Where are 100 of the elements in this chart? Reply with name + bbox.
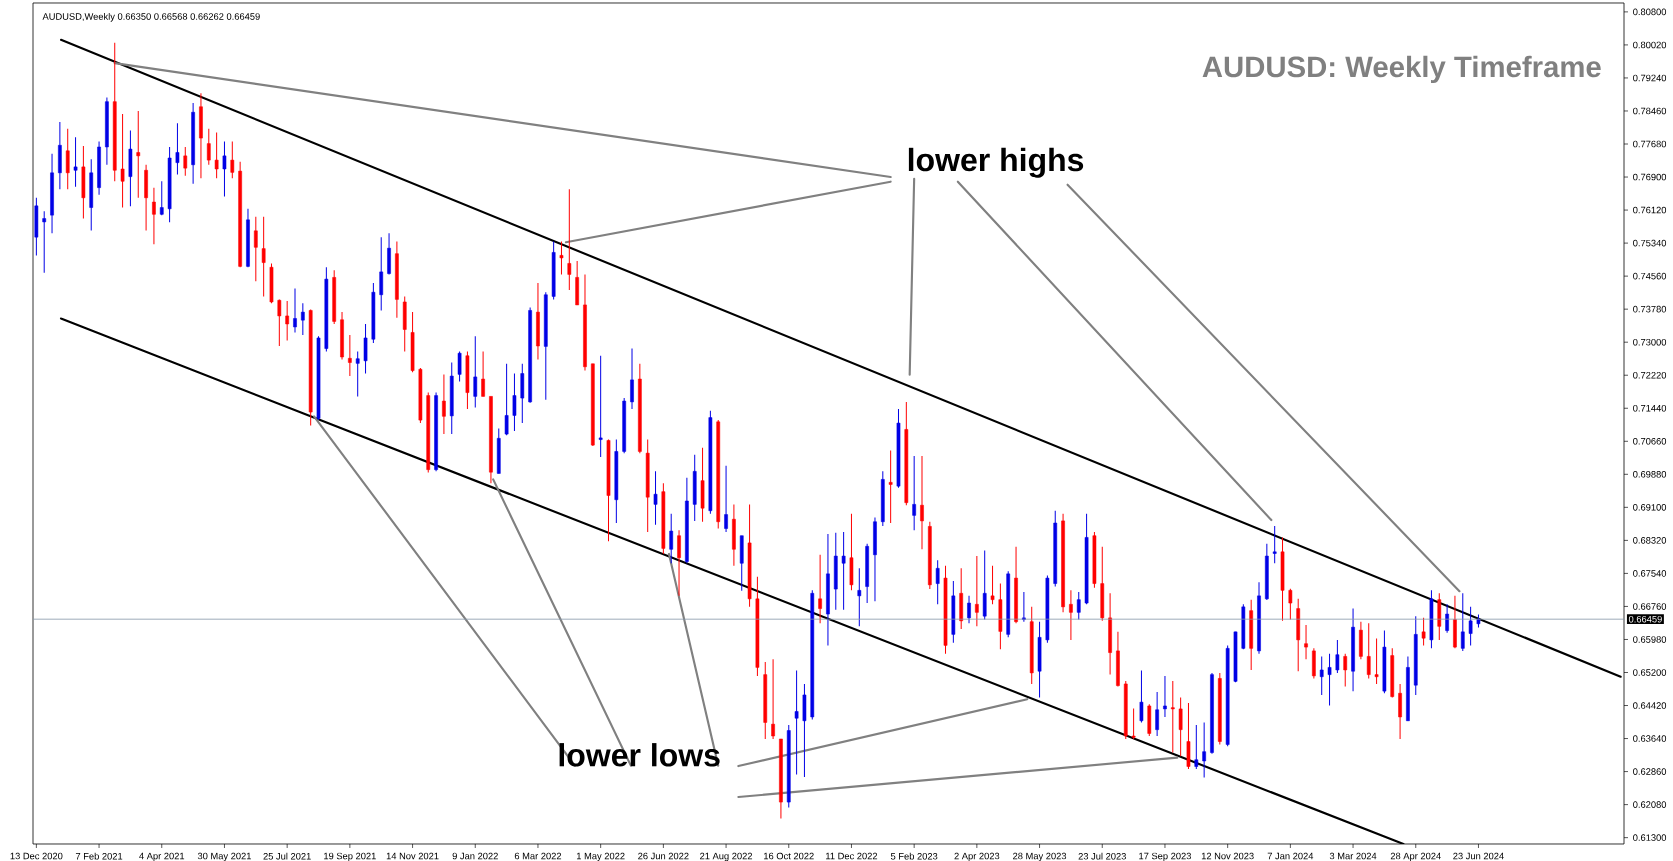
candlestick <box>1272 525 1277 564</box>
candlestick <box>136 110 141 199</box>
x-tick-label: 30 May 2021 <box>197 852 251 861</box>
candlestick <box>159 180 164 216</box>
candlestick <box>1398 683 1402 740</box>
x-tick-label: 4 Apr 2021 <box>139 852 185 861</box>
y-tick-label: 0.66760 <box>1633 603 1667 610</box>
x-tick-label: 9 Jan 2022 <box>452 852 498 860</box>
annotation: lower lows <box>559 743 720 767</box>
candlestick <box>567 188 572 291</box>
candlestick <box>857 567 862 627</box>
x-tick-label: 21 Aug 2022 <box>700 852 753 861</box>
x-tick-label: 25 Jul 2021 <box>263 852 311 860</box>
y-tick-label: 0.76120 <box>1633 206 1667 214</box>
candlestick <box>442 373 446 435</box>
candlestick <box>512 373 517 432</box>
candlestick <box>1366 622 1371 679</box>
candlestick <box>818 554 822 624</box>
x-tick-label: 28 May 2023 <box>1013 852 1067 861</box>
y-tick-label: 0.69100 <box>1633 504 1667 511</box>
candlestick <box>473 335 478 408</box>
candlestick <box>1421 617 1426 646</box>
x-tick-label: 13 Dec 2020 <box>10 852 63 860</box>
y-tick-label: 0.80020 <box>1633 41 1667 49</box>
text: AUDUSD: Weekly Timeframe <box>1202 55 1601 84</box>
y-tick-label: 0.76900 <box>1633 173 1667 181</box>
x-tick-label: 23 Jul 2023 <box>1078 852 1126 860</box>
annotation: lower highs <box>908 147 1084 178</box>
candlestick <box>677 529 681 597</box>
candlestick <box>1131 707 1136 740</box>
candlestick <box>1445 603 1449 634</box>
candlestick <box>42 210 47 274</box>
candlestick <box>348 334 352 377</box>
candlestick <box>261 216 266 297</box>
candlestick <box>559 240 564 275</box>
x-tick-label: 23 Jun 2024 <box>1453 852 1504 860</box>
candlestick <box>1155 691 1159 737</box>
candlestick <box>1468 606 1473 646</box>
x-tick-label: 7 Feb 2021 <box>75 852 123 860</box>
y-tick-label: 0.64420 <box>1633 702 1667 709</box>
x-tick-label: 5 Feb 2023 <box>890 852 938 860</box>
candlestick <box>363 323 368 375</box>
y-tick-label: 0.65980 <box>1633 636 1667 643</box>
candlestick <box>481 351 485 397</box>
candlestick <box>120 113 125 209</box>
candlestick <box>1076 591 1081 621</box>
ref-line-label: 0.66459 <box>1628 615 1662 623</box>
candlestick <box>724 465 728 533</box>
y-tick-label: 0.63640 <box>1633 735 1667 742</box>
candlestick <box>1304 624 1308 660</box>
candlestick <box>888 450 893 524</box>
candlestick <box>975 555 979 627</box>
candlestick <box>504 363 509 436</box>
x-tick-label: 6 Mar 2022 <box>514 852 562 860</box>
candlestick <box>920 455 924 550</box>
y-tick-label: 0.75340 <box>1633 239 1667 247</box>
candlestick <box>1335 639 1340 674</box>
candlestick <box>1139 669 1144 723</box>
candlestick <box>1022 591 1026 623</box>
candlestick <box>214 132 219 179</box>
y-tick-label: 0.69880 <box>1633 471 1667 478</box>
x-tick-label: 26 Jun 2022 <box>638 852 689 860</box>
y-tick-label: 0.78460 <box>1633 107 1667 115</box>
candlestick <box>379 236 384 311</box>
candlestick <box>183 146 188 177</box>
candlestick <box>293 287 297 333</box>
candlestick <box>841 531 846 611</box>
x-tick-label: 17 Sep 2023 <box>1139 852 1191 861</box>
y-tick-label: 0.68320 <box>1633 537 1667 544</box>
candlestick <box>73 136 78 188</box>
candlestick <box>669 513 674 564</box>
candlestick <box>967 595 971 624</box>
candlestick <box>771 658 775 740</box>
x-tick-label: 28 Apr 2024 <box>1390 852 1441 861</box>
candlestick <box>355 351 360 397</box>
candlestick <box>301 302 305 336</box>
x-tick-label: 3 Mar 2024 <box>1329 852 1377 860</box>
candlestick <box>285 300 289 341</box>
candlestick <box>1319 655 1324 696</box>
candlestick <box>598 355 603 458</box>
x-tick-label: 14 Nov 2021 <box>386 852 439 860</box>
y-tick-label: 0.73000 <box>1633 338 1667 346</box>
candlestick <box>1163 675 1167 718</box>
y-tick-label: 0.71440 <box>1633 404 1667 412</box>
text: AUDUSD,Weekly 0.66350 0.66568 0.66262 0.66459 <box>42 12 260 22</box>
candlestick <box>1178 696 1183 757</box>
candlestick <box>1374 638 1379 685</box>
y-tick-label: 0.79240 <box>1633 74 1667 82</box>
y-tick-label: 0.65200 <box>1633 669 1667 676</box>
y-tick-label: 0.70660 <box>1633 437 1667 445</box>
candlestick <box>1343 653 1348 687</box>
candlestick <box>1327 653 1332 707</box>
candlestick <box>457 351 462 383</box>
x-tick-label: 1 May 2022 <box>576 852 625 861</box>
candlestick <box>982 550 987 621</box>
x-tick-label: 16 Oct 2022 <box>764 852 814 860</box>
candlestick <box>935 559 940 605</box>
candlestick <box>630 348 634 410</box>
x-tick-label: 11 Dec 2022 <box>826 852 878 860</box>
candlestick <box>1170 680 1175 754</box>
